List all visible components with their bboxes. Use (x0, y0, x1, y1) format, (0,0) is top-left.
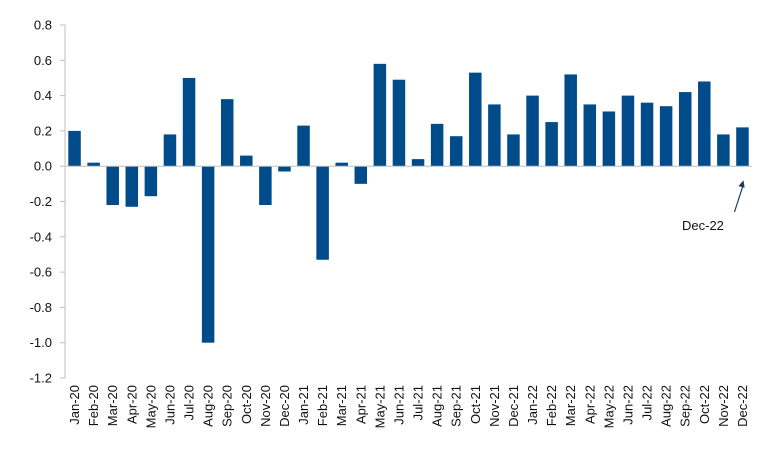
bar (659, 106, 673, 167)
annotation-arrow-line (733, 184, 745, 213)
x-tick-label: May-20 (143, 385, 158, 428)
x-tick-label: Apr-21 (353, 385, 368, 424)
x-tick-label: Nov-21 (487, 385, 502, 427)
x-tick-label: Aug-22 (659, 385, 674, 427)
x-tick-label: Sep-22 (678, 385, 693, 427)
y-tick-label: -1.0 (30, 335, 52, 350)
bar (259, 166, 272, 206)
y-tick-label: 0.8 (34, 18, 52, 33)
bar (278, 166, 291, 172)
bar (411, 159, 425, 167)
bar (144, 166, 158, 197)
x-tick-label: Dec-20 (277, 385, 292, 427)
bar (316, 166, 329, 260)
x-tick-label: Jul-20 (182, 385, 197, 420)
bar (507, 134, 520, 167)
bar (583, 104, 597, 167)
bar (163, 134, 177, 167)
annotation-label: Dec-22 (682, 218, 724, 233)
x-tick-label: Oct-22 (697, 385, 712, 424)
bar (449, 136, 463, 167)
bar (717, 134, 730, 167)
x-tick-label: Jan-22 (525, 385, 540, 425)
x-tick-label: Sep-21 (449, 385, 464, 427)
x-tick-label: Jun-22 (620, 385, 635, 425)
bar (201, 166, 215, 343)
bar (354, 166, 368, 184)
x-tick-label: Dec-21 (506, 385, 521, 427)
y-tick-label: 0.6 (34, 53, 52, 68)
y-tick-label: -0.6 (30, 265, 52, 280)
bar (373, 63, 387, 167)
x-tick-label: Oct-21 (468, 385, 483, 424)
bar (240, 155, 253, 167)
y-tick-label: 0.0 (34, 159, 52, 174)
x-tick-label: Nov-22 (716, 385, 731, 427)
x-tick-label: Sep-20 (220, 385, 235, 427)
bar (488, 104, 501, 167)
x-tick-label: Feb-22 (544, 385, 559, 426)
x-tick-label: Jan-20 (67, 385, 82, 425)
annotation (733, 180, 745, 213)
y-tick-label: -0.8 (30, 300, 52, 315)
x-tick-label: Mar-20 (105, 385, 120, 426)
bar (469, 72, 482, 167)
bar (106, 166, 119, 206)
bar (182, 77, 196, 167)
bar (335, 162, 348, 167)
bar (526, 95, 539, 167)
bar (621, 95, 635, 167)
bar (220, 99, 234, 167)
y-tick-label: -1.2 (30, 371, 52, 386)
bar (736, 127, 749, 167)
y-tick-label: 0.4 (34, 88, 52, 103)
bar (430, 123, 444, 167)
x-tick-label: Mar-21 (334, 385, 349, 426)
x-tick-label: Jul-21 (411, 385, 426, 420)
annotation-arrow-head (738, 180, 745, 188)
bar (640, 102, 654, 167)
x-tick-label: Jun-20 (162, 385, 177, 425)
x-tick-label: Jun-21 (391, 385, 406, 425)
y-tick-label: -0.2 (30, 194, 52, 209)
x-axis: Jan-20 Feb-20 Mar-20 Apr-20 May-20 Jun-20 Jul-… (65, 165, 752, 428)
x-tick-label: Jul-22 (640, 385, 655, 420)
x-tick-label: Jan-21 (296, 385, 311, 425)
bar (68, 130, 81, 167)
bar (678, 92, 692, 167)
y-axis: 0.8 0.6 0.4 0.2 0.0 -0.2 -0.4 -0.6 -0.8 -1.0 -1.2 (30, 18, 66, 386)
bar (698, 81, 711, 167)
x-tick-label: May-21 (372, 385, 387, 428)
bar (564, 74, 577, 167)
x-tick-label: Feb-21 (315, 385, 330, 426)
bar (545, 122, 558, 167)
x-tick-label: Feb-20 (86, 385, 101, 426)
x-tick-label: Apr-20 (124, 385, 139, 424)
bar (125, 166, 139, 207)
bar (87, 162, 100, 167)
x-tick-label: Apr-22 (582, 385, 597, 424)
bar (297, 125, 310, 167)
bar (602, 111, 616, 167)
x-tick-label: Oct-20 (239, 385, 254, 424)
x-tick-label: Aug-20 (201, 385, 216, 427)
y-tick-label: 0.2 (34, 123, 52, 138)
bar (392, 79, 406, 167)
y-tick-label: -0.4 (30, 229, 52, 244)
x-tick-label: May-22 (601, 385, 616, 428)
x-tick-label: Nov-20 (258, 385, 273, 427)
bars (68, 63, 749, 343)
x-tick-label: Mar-22 (563, 385, 578, 426)
x-tick-label: Aug-21 (430, 385, 445, 427)
x-tick-label: Dec-22 (735, 385, 750, 427)
